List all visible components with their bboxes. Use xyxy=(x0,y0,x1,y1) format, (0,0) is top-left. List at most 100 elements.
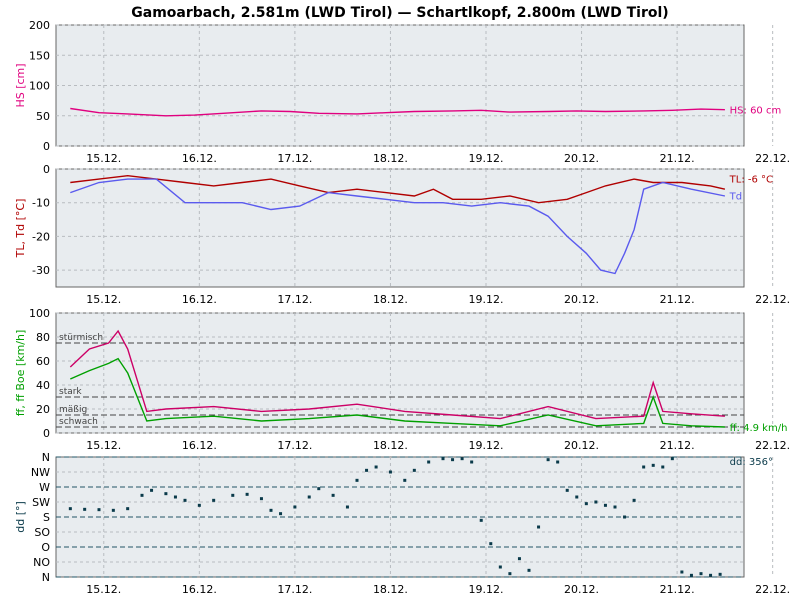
x-tick-label: 22.12. xyxy=(755,583,790,596)
x-tick-label: 17.12. xyxy=(277,293,312,306)
x-tick-label: 19.12. xyxy=(469,293,504,306)
scatter-point xyxy=(623,515,627,519)
scatter-point xyxy=(556,460,560,464)
x-tick-label: 20.12. xyxy=(564,293,599,306)
scatter-point xyxy=(355,478,359,482)
threshold-label: mäßig xyxy=(59,405,87,415)
scatter-point xyxy=(231,493,235,497)
scatter-point xyxy=(670,457,674,461)
scatter-point xyxy=(479,518,483,522)
scatter-point xyxy=(317,487,321,491)
y-tick-label: 0 xyxy=(43,427,50,440)
y-tick-label: 150 xyxy=(29,49,50,62)
y-tick-label: -10 xyxy=(32,197,50,210)
scatter-point xyxy=(632,498,636,502)
y-axis-label: TL, Td [°C] xyxy=(14,199,27,259)
y-tick-label: 0 xyxy=(43,140,50,153)
x-tick-label: 16.12. xyxy=(182,152,217,165)
y-tick-label: 100 xyxy=(29,80,50,93)
x-tick-label: 22.12. xyxy=(755,293,790,306)
y-tick-label: 20 xyxy=(36,403,50,416)
x-tick-label: 15.12. xyxy=(86,152,121,165)
x-tick-label: 20.12. xyxy=(564,439,599,452)
x-tick-label: 21.12. xyxy=(660,152,695,165)
scatter-point xyxy=(651,463,655,467)
scatter-point xyxy=(689,573,693,577)
scatter-point xyxy=(537,525,541,529)
x-tick-label: 17.12. xyxy=(277,439,312,452)
scatter-point xyxy=(441,457,445,461)
scatter-point xyxy=(718,572,722,576)
y-tick-label: 0 xyxy=(43,163,50,176)
x-tick-label: 22.12. xyxy=(755,152,790,165)
scatter-point xyxy=(613,505,617,509)
scatter-point xyxy=(126,507,130,511)
x-tick-label: 15.12. xyxy=(86,583,121,596)
plot-area-wind-speed xyxy=(55,312,745,434)
x-tick-label: 19.12. xyxy=(469,583,504,596)
scatter-point xyxy=(642,465,646,469)
y-tick-label: 200 xyxy=(29,19,50,32)
y-tick-label: W xyxy=(39,481,50,494)
scatter-point xyxy=(661,465,665,469)
x-tick-label: 22.12. xyxy=(755,439,790,452)
scatter-point xyxy=(83,507,87,511)
series-annotation: HS: 60 cm xyxy=(730,106,782,117)
scatter-point xyxy=(365,468,369,472)
scatter-point xyxy=(150,488,154,492)
y-tick-label: N xyxy=(42,451,50,464)
y-tick-label: 40 xyxy=(36,379,50,392)
y-tick-label: NO xyxy=(33,556,50,569)
x-tick-label: 16.12. xyxy=(182,439,217,452)
x-tick-label: 18.12. xyxy=(373,583,408,596)
y-tick-label: 80 xyxy=(36,331,50,344)
y-tick-label: 100 xyxy=(29,307,50,320)
scatter-point xyxy=(245,492,249,496)
scatter-point xyxy=(345,505,349,509)
x-tick-label: 17.12. xyxy=(277,152,312,165)
scatter-point xyxy=(403,478,407,482)
scatter-point xyxy=(197,503,201,507)
x-tick-label: 21.12. xyxy=(660,293,695,306)
scatter-point xyxy=(331,493,335,497)
series-line xyxy=(69,329,725,420)
y-tick-label: O xyxy=(41,541,50,554)
x-tick-label: 21.12. xyxy=(660,439,695,452)
threshold-label: stark xyxy=(59,387,82,397)
scatter-point xyxy=(470,460,474,464)
x-tick-label: 18.12. xyxy=(373,293,408,306)
scatter-point xyxy=(111,508,115,512)
x-tick-label: 18.12. xyxy=(373,439,408,452)
x-tick-label: 20.12. xyxy=(564,152,599,165)
x-tick-label: 17.12. xyxy=(277,583,312,596)
scatter-point xyxy=(140,493,144,497)
scatter-point xyxy=(388,470,392,474)
scatter-point xyxy=(374,465,378,469)
scatter-point xyxy=(97,508,101,512)
scatter-point xyxy=(293,505,297,509)
x-tick-label: 19.12. xyxy=(469,439,504,452)
y-tick-label: SW xyxy=(32,496,50,509)
series-line xyxy=(70,357,725,428)
scatter-point xyxy=(489,542,493,546)
y-axis-label: dd [°] xyxy=(14,501,27,533)
scatter-point xyxy=(594,500,598,504)
x-tick-label: 16.12. xyxy=(182,293,217,306)
y-tick-label: -30 xyxy=(32,264,50,277)
scatter-point xyxy=(575,495,579,499)
scatter-point xyxy=(565,488,569,492)
scatter-point xyxy=(259,497,263,501)
x-tick-label: 18.12. xyxy=(373,152,408,165)
chart-title: Gamoarbach, 2.581m (LWD Tirol) — Schartl… xyxy=(131,5,668,21)
series-annotation: TL: -6 °C xyxy=(729,174,773,185)
y-tick-label: 60 xyxy=(36,355,50,368)
y-axis-label: HS [cm] xyxy=(14,63,27,107)
scatter-point xyxy=(584,502,588,506)
y-axis-label: ff, ff Boe [km/h] xyxy=(14,330,27,417)
scatter-point xyxy=(68,507,72,511)
scatter-point xyxy=(699,572,703,576)
scatter-point xyxy=(709,573,713,577)
y-tick-label: -20 xyxy=(32,230,50,243)
